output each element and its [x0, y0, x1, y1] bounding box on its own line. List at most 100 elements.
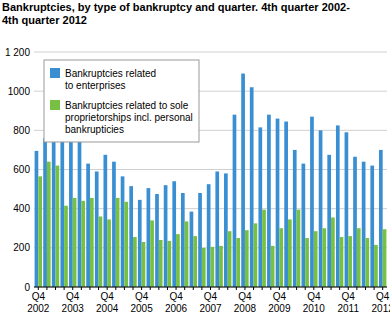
- legend-box: [44, 60, 199, 142]
- x-tick: [46, 287, 47, 290]
- text-line: 2007: [199, 303, 222, 314]
- bar: [305, 238, 309, 287]
- x-tick: [244, 287, 245, 290]
- text-line: proprietorships incl. personal: [65, 112, 193, 123]
- bar: [107, 219, 111, 287]
- bar: [176, 234, 180, 287]
- bar: [129, 186, 133, 287]
- bar: [112, 162, 116, 287]
- x-tick: [331, 287, 332, 290]
- bar: [327, 155, 331, 287]
- x-tick: [305, 287, 306, 290]
- bar: [336, 125, 340, 287]
- bar: [159, 240, 163, 287]
- x-tick: [176, 287, 177, 290]
- text-line: Q4: [32, 291, 46, 302]
- bar: [297, 210, 301, 287]
- text-line: Q4: [135, 291, 149, 302]
- x-tick: [98, 287, 99, 290]
- y-tick-label: 800: [13, 125, 30, 136]
- bar: [245, 230, 249, 287]
- bar: [142, 242, 146, 287]
- x-tick: [124, 287, 125, 290]
- bar: [95, 171, 99, 287]
- x-tick: [107, 287, 108, 290]
- bar: [167, 241, 171, 287]
- grid-line: [34, 52, 387, 53]
- bar: [38, 176, 42, 287]
- text-line: 2005: [130, 303, 153, 314]
- bar: [138, 200, 142, 287]
- x-tick: [356, 287, 357, 290]
- x-tick: [348, 287, 349, 290]
- x-tick: [141, 287, 142, 290]
- bar: [185, 221, 189, 287]
- x-tick-label: Q42005: [130, 291, 153, 314]
- bar: [190, 212, 194, 287]
- x-tick-label: Q42008: [234, 291, 257, 314]
- bar: [69, 136, 73, 287]
- x-tick: [236, 287, 237, 290]
- text-line: 2011: [337, 303, 359, 314]
- bar: [211, 247, 215, 287]
- bar: [133, 237, 137, 287]
- bar: [288, 219, 292, 287]
- bar: [322, 228, 326, 287]
- x-tick: [150, 287, 151, 290]
- bar: [56, 166, 60, 287]
- x-tick: [72, 287, 73, 290]
- text-line: Q4: [376, 291, 390, 302]
- text-line: bankrupticies: [65, 124, 124, 135]
- text-line: 2008: [234, 303, 257, 314]
- bar: [236, 238, 240, 287]
- bar: [99, 217, 103, 288]
- x-tick: [382, 287, 383, 290]
- bar: [155, 194, 159, 287]
- legend-swatch: [50, 100, 60, 110]
- bar: [78, 136, 82, 287]
- y-tick-label: 400: [13, 203, 30, 214]
- bar: [271, 246, 275, 287]
- bar: [207, 184, 211, 287]
- x-tick: [38, 287, 39, 290]
- bar: [164, 185, 168, 287]
- text-line: Q4: [342, 291, 356, 302]
- x-tick-label: Q42004: [96, 291, 119, 314]
- x-tick: [219, 287, 220, 290]
- x-tick: [64, 287, 65, 290]
- text-line: 2006: [165, 303, 188, 314]
- x-tick: [253, 287, 254, 290]
- bar: [147, 188, 151, 287]
- x-tick: [270, 287, 271, 290]
- bar: [276, 119, 280, 287]
- bar: [193, 236, 197, 287]
- x-tick: [210, 287, 211, 290]
- bar: [340, 237, 344, 287]
- bar: [90, 198, 94, 287]
- bar: [383, 229, 387, 287]
- x-tick-label: Q42010: [303, 291, 326, 314]
- bar: [81, 201, 85, 287]
- x-tick: [158, 287, 159, 290]
- text-line: Q4: [307, 291, 321, 302]
- bar: [124, 202, 128, 287]
- text-line: Bankruptcies related: [65, 68, 156, 79]
- x-tick-label: Q42003: [62, 291, 85, 314]
- bar: [284, 122, 288, 287]
- text-line: Q4: [204, 291, 218, 302]
- text-line: 4th quarter 2012: [2, 14, 87, 26]
- bar: [250, 87, 254, 287]
- bar: [228, 231, 232, 287]
- bar: [219, 246, 223, 287]
- legend-swatch: [50, 68, 60, 78]
- text-line: Q4: [273, 291, 287, 302]
- bar: [215, 171, 219, 287]
- bar: [353, 157, 357, 287]
- text-line: 2012: [372, 303, 390, 314]
- bar: [47, 162, 51, 287]
- bar: [60, 137, 64, 287]
- text-line: Bankruptcies, by type of bankruptcy and …: [2, 1, 350, 13]
- x-tick-label: Q42012: [372, 291, 390, 314]
- bar: [43, 138, 47, 287]
- x-tick: [279, 287, 280, 290]
